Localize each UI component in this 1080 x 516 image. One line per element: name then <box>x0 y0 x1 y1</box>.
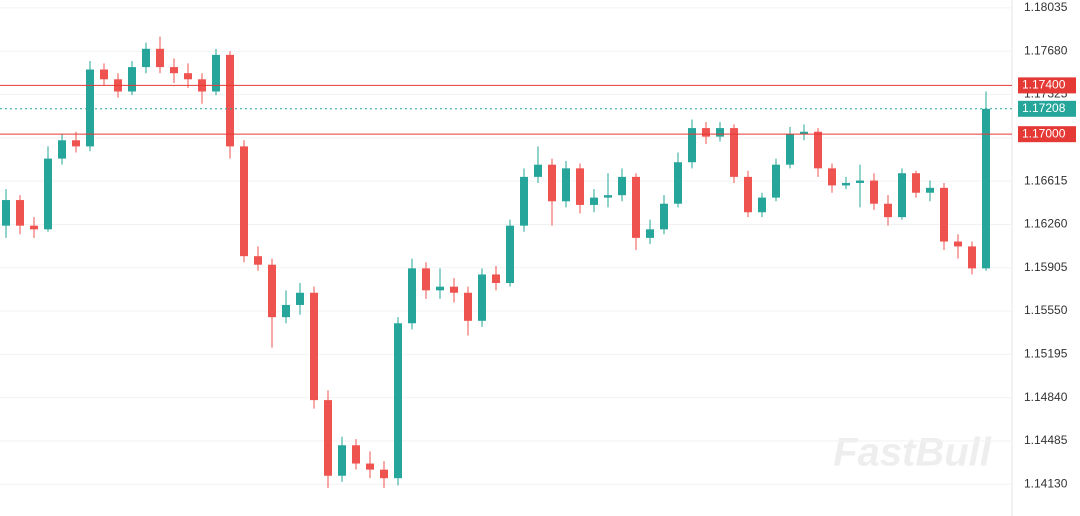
candle-body <box>212 54 220 92</box>
candle-body <box>786 134 794 165</box>
y-tick-label: 1.15550 <box>1024 303 1068 317</box>
candle-body <box>86 69 94 147</box>
candle-body <box>450 286 458 293</box>
candle-body <box>170 67 178 74</box>
candle-body <box>954 241 962 247</box>
candle-body <box>296 292 304 305</box>
candle-body <box>604 195 612 198</box>
candle-body <box>772 164 780 198</box>
candle-body <box>814 131 822 169</box>
candle-body <box>366 463 374 470</box>
candle-body <box>2 200 10 226</box>
candle-body <box>394 323 402 479</box>
watermark: FastBull <box>833 431 992 475</box>
candle-body <box>156 48 164 68</box>
candle-body <box>730 128 738 177</box>
current-price-box <box>1018 100 1076 117</box>
candle-body <box>548 164 556 202</box>
candle-body <box>646 229 654 238</box>
y-tick-label: 1.14130 <box>1024 476 1068 490</box>
candle-body <box>142 48 150 68</box>
candle-body <box>492 274 500 284</box>
level-label: 1.17000 <box>1022 126 1066 140</box>
candle-body <box>380 469 388 479</box>
candle-body <box>562 168 570 202</box>
candle-body <box>16 200 24 226</box>
candle-body <box>618 176 626 196</box>
candle-body <box>744 176 752 213</box>
candle-body <box>912 173 920 193</box>
candle-body <box>674 162 682 204</box>
candle-body <box>534 164 542 177</box>
candle-body <box>590 197 598 205</box>
candle-body <box>520 176 528 226</box>
candle-body <box>338 445 346 476</box>
candle-body <box>58 140 66 159</box>
candle-body <box>44 158 52 230</box>
y-tick-label: 1.18035 <box>1024 0 1068 14</box>
y-tick-label: 1.16260 <box>1024 217 1068 231</box>
candle-body <box>632 176 640 238</box>
candle-body <box>898 173 906 218</box>
level-label-box <box>1018 77 1076 94</box>
candle-body <box>422 268 430 291</box>
y-tick-label: 1.17680 <box>1024 43 1068 57</box>
candle-body <box>940 187 948 242</box>
candle-body <box>576 168 584 205</box>
y-tick-label: 1.15195 <box>1024 347 1068 361</box>
candle-body <box>968 246 976 269</box>
candle-body <box>72 140 80 147</box>
candle-body <box>870 180 878 204</box>
candle-body <box>226 54 234 147</box>
candle-body <box>310 292 318 401</box>
candle-body <box>254 256 262 265</box>
y-tick-label: 1.14485 <box>1024 433 1068 447</box>
candle-body <box>758 197 766 213</box>
candle-body <box>660 203 668 230</box>
candle-body <box>30 225 38 230</box>
candle-body <box>436 286 444 291</box>
candle-body <box>926 187 934 193</box>
y-tick-label: 1.15905 <box>1024 260 1068 274</box>
y-tick-label: 1.16615 <box>1024 173 1068 187</box>
candle-body <box>828 168 836 186</box>
candle-body <box>884 203 892 218</box>
candle-body <box>716 128 724 137</box>
candle-body <box>240 146 248 257</box>
candle-body <box>184 73 192 80</box>
candle-body <box>464 292 472 321</box>
candle-body <box>800 131 808 135</box>
candle-body <box>268 264 276 318</box>
candle-body <box>352 445 360 464</box>
candle-body <box>982 108 990 269</box>
candle-body <box>688 128 696 163</box>
level-label: 1.17400 <box>1022 78 1066 92</box>
candle-body <box>478 274 486 321</box>
current-price-label: 1.17208 <box>1022 101 1066 115</box>
candle-body <box>856 180 864 183</box>
candle-body <box>128 67 136 92</box>
candle-body <box>282 304 290 318</box>
candle-body <box>100 69 108 80</box>
level-label-box <box>1018 126 1076 143</box>
candle-body <box>324 400 332 476</box>
candle-body <box>842 182 850 186</box>
y-tick-label: 1.14840 <box>1024 390 1068 404</box>
candle-body <box>408 268 416 324</box>
candle-body <box>506 225 514 284</box>
candle-body <box>702 128 710 137</box>
